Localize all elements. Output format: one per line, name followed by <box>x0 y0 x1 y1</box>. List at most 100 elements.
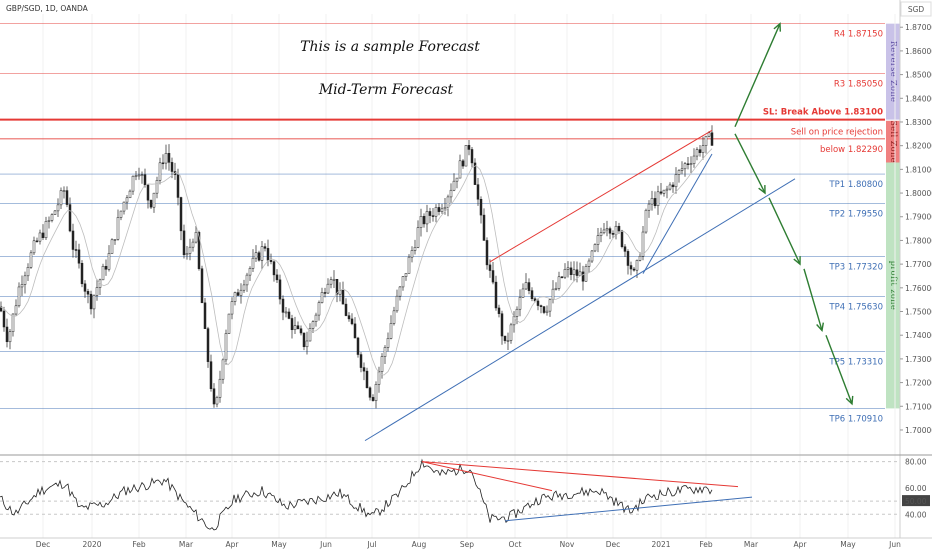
candle-body <box>296 325 300 329</box>
candle-body <box>335 278 339 295</box>
candle-body <box>686 163 690 165</box>
candle-body <box>347 315 351 320</box>
candle-body <box>578 271 582 276</box>
candle-body <box>218 378 222 398</box>
candle-body <box>689 163 693 165</box>
x-tick-9: Sep <box>460 540 474 549</box>
candle-body <box>251 257 255 269</box>
forecast-arrows <box>734 22 854 406</box>
moving-average-line <box>0 148 713 376</box>
y-tick-label-12: 1.75000 <box>905 308 932 317</box>
candle-body <box>644 209 648 233</box>
x-tick-3: Mar <box>179 540 194 549</box>
candle-body <box>125 197 129 203</box>
candle-body <box>281 298 285 313</box>
candle-body <box>0 306 3 312</box>
candle-body <box>497 307 501 314</box>
candle-body <box>242 284 246 291</box>
candle-body <box>539 305 543 307</box>
trendline-1 <box>642 153 713 274</box>
candle-body <box>140 174 144 176</box>
candle-body <box>23 275 27 285</box>
candle-body <box>668 184 672 190</box>
candle-body <box>524 282 528 290</box>
y-tick-label-4: 1.83000 <box>905 118 932 127</box>
level-label-1: R3 1.85050 <box>834 79 883 89</box>
candle-body <box>311 321 315 329</box>
zone-box-0 <box>886 23 900 120</box>
candle-body <box>485 240 489 266</box>
candle-body <box>386 338 390 348</box>
candle-body <box>185 253 189 256</box>
candle-body <box>65 190 69 205</box>
level-label-7: TP3 1.77320 <box>828 263 883 273</box>
x-tick-10: Oct <box>509 540 522 549</box>
candle-body <box>92 294 96 310</box>
candle-body <box>671 184 675 188</box>
trendlines <box>364 129 796 442</box>
y-tick-label-14: 1.73000 <box>905 355 932 364</box>
x-tick-18: Jun <box>888 540 901 549</box>
vertical-grid <box>42 14 896 538</box>
candle-body <box>473 162 477 185</box>
candle-body <box>410 250 414 258</box>
rsi-current-label: 50.00 <box>905 497 927 506</box>
candle-body <box>458 160 462 179</box>
candle-body <box>275 274 279 281</box>
candle-body <box>593 244 597 252</box>
candle-body <box>401 276 405 288</box>
candle-body <box>188 246 192 254</box>
candle-body <box>464 145 468 167</box>
candle-body <box>329 279 333 285</box>
candle-body <box>176 174 180 198</box>
candle-body <box>413 247 417 251</box>
level-label-8: TP4 1.75630 <box>828 303 883 313</box>
candle-body <box>407 256 411 274</box>
candle-body <box>278 279 282 300</box>
candle-body <box>695 149 699 157</box>
candle-body <box>653 198 657 206</box>
x-axis-ticks: Dec 2020 Feb Mar Apr May Jun Jul Aug Sep Oct Nov Dec… <box>36 540 901 549</box>
candle-body <box>368 387 372 398</box>
y-tick-label-15: 1.72000 <box>905 379 932 388</box>
candle-body <box>320 292 324 303</box>
y-tick-label-17: 1.70000 <box>905 426 932 435</box>
forecast-arrow-2-head <box>816 322 825 333</box>
candle-body <box>572 269 576 275</box>
candle-body <box>374 384 378 401</box>
forecast-arrow-0-head <box>758 185 766 195</box>
zone-box-2 <box>886 162 900 409</box>
y-tick-label-16: 1.71000 <box>905 402 932 411</box>
candle-body <box>389 323 393 339</box>
candle-body <box>500 313 504 337</box>
x-tick-7: Jul <box>366 540 376 549</box>
candle-body <box>404 273 408 277</box>
x-tick-17: May <box>840 540 856 549</box>
reverse-arrow-head <box>773 22 782 32</box>
candle-body <box>422 216 426 225</box>
reverse-arrow <box>734 23 781 127</box>
forecast-arrow-2 <box>803 268 823 331</box>
candle-body <box>263 246 267 249</box>
candle-body <box>632 268 636 271</box>
candle-body <box>305 340 309 348</box>
candle-body <box>164 153 168 164</box>
candle-body <box>314 314 318 322</box>
candle-body <box>272 261 276 276</box>
y-tick-label-9: 1.78000 <box>905 236 932 245</box>
candle-body <box>113 239 117 241</box>
candle-body <box>221 359 225 380</box>
y-tick-label-7: 1.80000 <box>905 189 932 198</box>
trendline-0 <box>489 129 713 263</box>
candle-body <box>710 132 714 146</box>
candle-body <box>233 292 237 302</box>
candle-body <box>479 199 483 216</box>
candle-body <box>635 260 639 271</box>
candle-body <box>236 292 240 296</box>
candle-body <box>521 288 525 298</box>
candle-body <box>287 311 291 319</box>
candle-body <box>467 145 471 150</box>
rsi-tick-0: 80.00 <box>905 458 927 467</box>
